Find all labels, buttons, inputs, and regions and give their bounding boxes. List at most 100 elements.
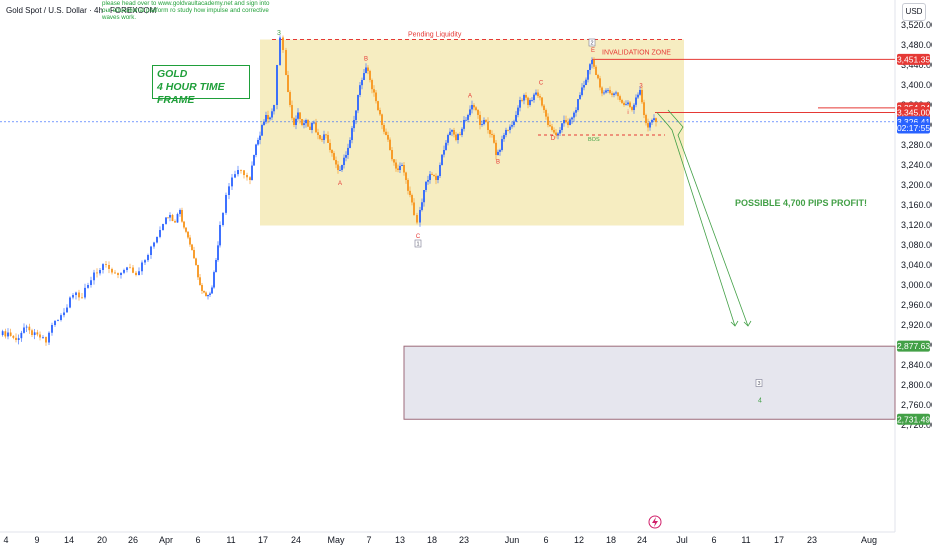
candle-body (416, 215, 418, 223)
price-tag-label: 2,731.49 (897, 414, 930, 424)
price-tag[interactable]: 2,731.49 (897, 413, 930, 425)
lightning-icon[interactable] (648, 515, 662, 529)
target-zone[interactable] (403, 345, 896, 420)
candle-body (102, 264, 104, 270)
x-tick-label: 17 (774, 535, 784, 545)
x-tick-label: Apr (159, 535, 173, 545)
candle-body (99, 270, 101, 274)
candle-body (409, 190, 411, 195)
candle-body (493, 135, 495, 143)
wave-label: B (364, 57, 368, 63)
candle-body (371, 80, 373, 90)
candle-body (627, 102, 629, 105)
candle-body (179, 210, 181, 215)
candle-body (219, 225, 221, 246)
y-tick-label: 3,080.00 (901, 240, 932, 250)
candle-body (565, 120, 567, 123)
candle-body (441, 154, 443, 165)
candle-body (595, 66, 597, 75)
candle-body (561, 123, 563, 130)
candle-body (575, 110, 577, 113)
price-tag[interactable]: 3,451.35 (897, 53, 930, 65)
candle-body (87, 285, 89, 288)
candle-body (335, 160, 337, 165)
y-tick-label: 3,040.00 (901, 260, 932, 270)
x-tick-label: 4 (3, 535, 8, 545)
candle-body (635, 97, 637, 105)
price-axis-panel[interactable] (895, 0, 932, 532)
candle-body (287, 75, 289, 93)
price-tag-bg (897, 122, 930, 134)
consolidation-zone[interactable] (260, 39, 684, 226)
candle-body (273, 105, 275, 112)
candle-body (323, 134, 325, 140)
candle-body (305, 120, 307, 124)
candle-body (234, 174, 236, 178)
candle-body (617, 92, 619, 97)
candle-body (637, 94, 639, 98)
candle-body (449, 131, 451, 135)
projection-line-a[interactable] (656, 112, 736, 327)
price-tag[interactable]: 2,877.63 (897, 340, 930, 352)
wave-label: C (416, 234, 421, 240)
candle-body (96, 272, 98, 274)
wave-label: A (468, 94, 472, 100)
candle-body (475, 107, 477, 110)
candle-body (351, 128, 353, 140)
x-tick-label: 11 (226, 535, 235, 545)
x-tick-label: 7 (366, 535, 371, 545)
candle-body (57, 320, 59, 321)
price-tag-bg (897, 340, 930, 352)
candle-body (93, 272, 95, 281)
candle-body (653, 118, 655, 120)
candle-body (571, 117, 573, 120)
time-axis-panel[interactable] (0, 532, 895, 550)
candle-body (147, 255, 149, 261)
y-tick-label: 2,720.00 (901, 420, 932, 430)
price-tag-label: 3,326.41 (897, 117, 930, 127)
projection-arrows[interactable] (656, 109, 752, 327)
symbol-title[interactable]: Gold Spot / U.S. Dollar · 4h · FOREXCOM (6, 6, 157, 15)
candle-body (7, 332, 9, 337)
candle-body (282, 37, 284, 50)
y-tick-label: 2,800.00 (901, 380, 932, 390)
candle-body (132, 267, 134, 273)
price-tag[interactable]: 02:17:55 (897, 122, 930, 134)
candle-body (381, 114, 383, 125)
candle-body (425, 181, 427, 190)
candle-body (511, 125, 513, 127)
candle-body (563, 120, 565, 124)
wave-box (588, 38, 596, 47)
candle-body (605, 90, 607, 93)
candle-body (295, 118, 297, 125)
currency-button[interactable]: USD (902, 3, 926, 21)
candle-body (361, 80, 363, 86)
timeframe-box[interactable]: GOLD 4 HOUR TIME FRAME (152, 65, 250, 106)
candle-body (501, 139, 503, 150)
candle-body (435, 176, 437, 180)
candle-body (573, 112, 575, 118)
candle-body (487, 121, 489, 130)
candle-body (375, 92, 377, 102)
candle-body (433, 175, 435, 177)
candle-body (515, 115, 517, 122)
pending-liquidity-label: Pending Liquidity (408, 32, 462, 39)
candle-body (1, 331, 4, 335)
candle-body (303, 123, 305, 125)
candle-body (559, 130, 561, 134)
candle-body (203, 290, 205, 293)
candle-body (383, 125, 385, 132)
candle-body (469, 109, 471, 115)
candle-body (471, 105, 473, 110)
candle-body (66, 307, 68, 313)
candle-body (421, 202, 423, 210)
price-tag-label: 3,345.00 (897, 108, 930, 118)
candle-body (623, 102, 625, 105)
candle-body (25, 326, 28, 328)
projection-line-b[interactable] (667, 109, 749, 327)
candle-body (551, 126, 553, 130)
candle-body (367, 67, 369, 71)
price-tag[interactable]: 3,345.00 (897, 107, 930, 118)
y-tick-label: 3,520.00 (901, 20, 932, 30)
